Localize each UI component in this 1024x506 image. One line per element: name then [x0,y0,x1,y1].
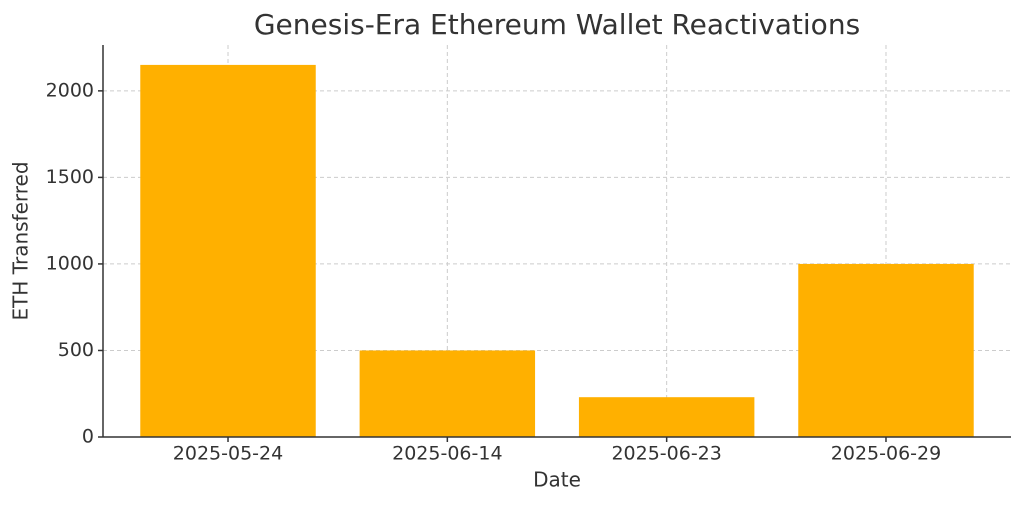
y-tick-label: 500 [58,339,94,361]
x-tick-label: 2025-05-24 [173,443,283,465]
bar [798,263,974,437]
x-tick-label: 2025-06-23 [611,443,721,465]
bar [359,350,536,437]
y-tick-label: 0 [82,426,94,448]
bar [140,64,316,438]
y-tick-label: 1000 [46,252,94,274]
chart-title: Genesis-Era Ethereum Wallet Reactivation… [254,8,860,41]
y-tick-label: 2000 [46,79,94,101]
bar [578,397,755,437]
y-axis-label: ETH Transferred [9,161,33,320]
x-tick-label: 2025-06-14 [392,443,502,465]
y-tick-label: 1500 [46,166,94,188]
x-tick-label: 2025-06-29 [831,443,941,465]
x-axis-label: Date [533,468,581,492]
